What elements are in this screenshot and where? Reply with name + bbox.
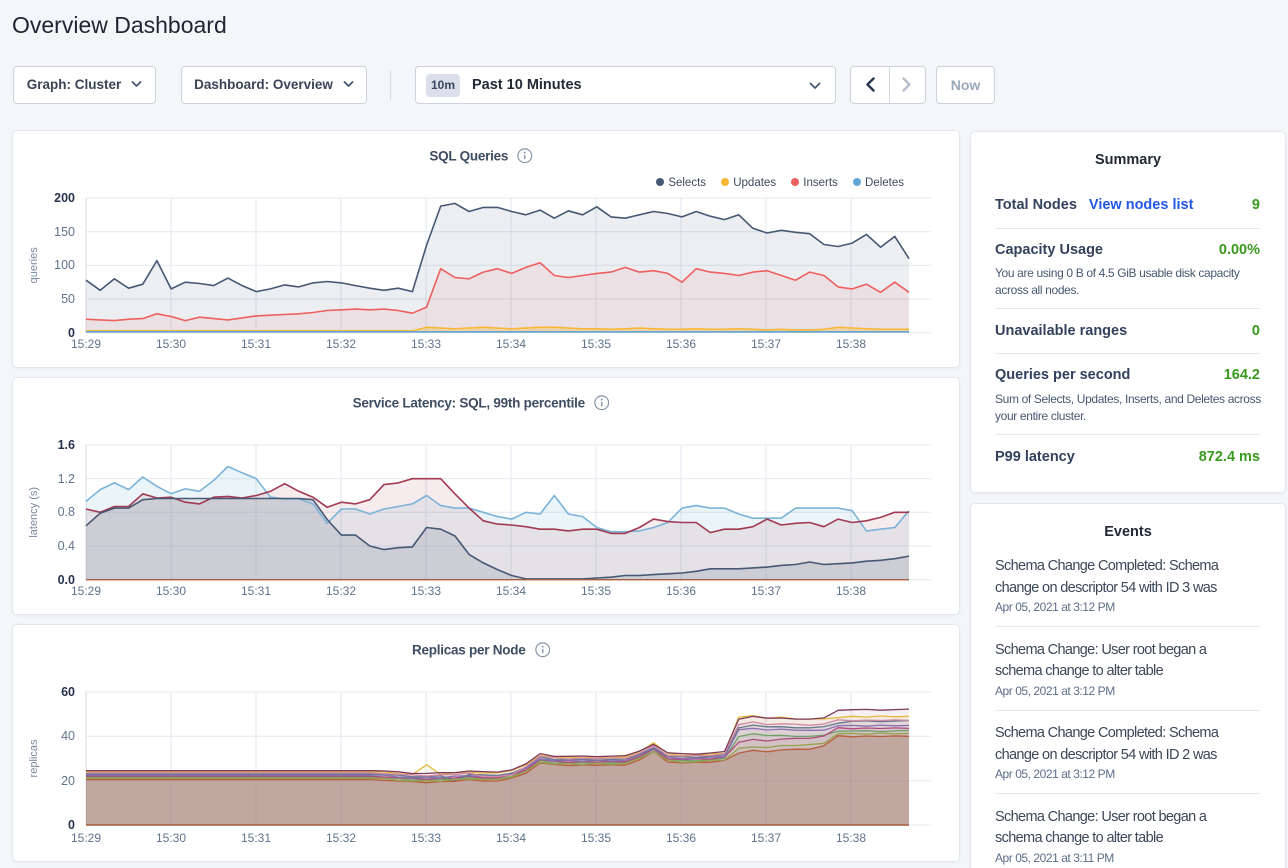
svg-text:replicas: replicas	[28, 739, 40, 777]
svg-text:latency (s): latency (s)	[28, 487, 40, 538]
svg-text:queries: queries	[28, 247, 40, 284]
